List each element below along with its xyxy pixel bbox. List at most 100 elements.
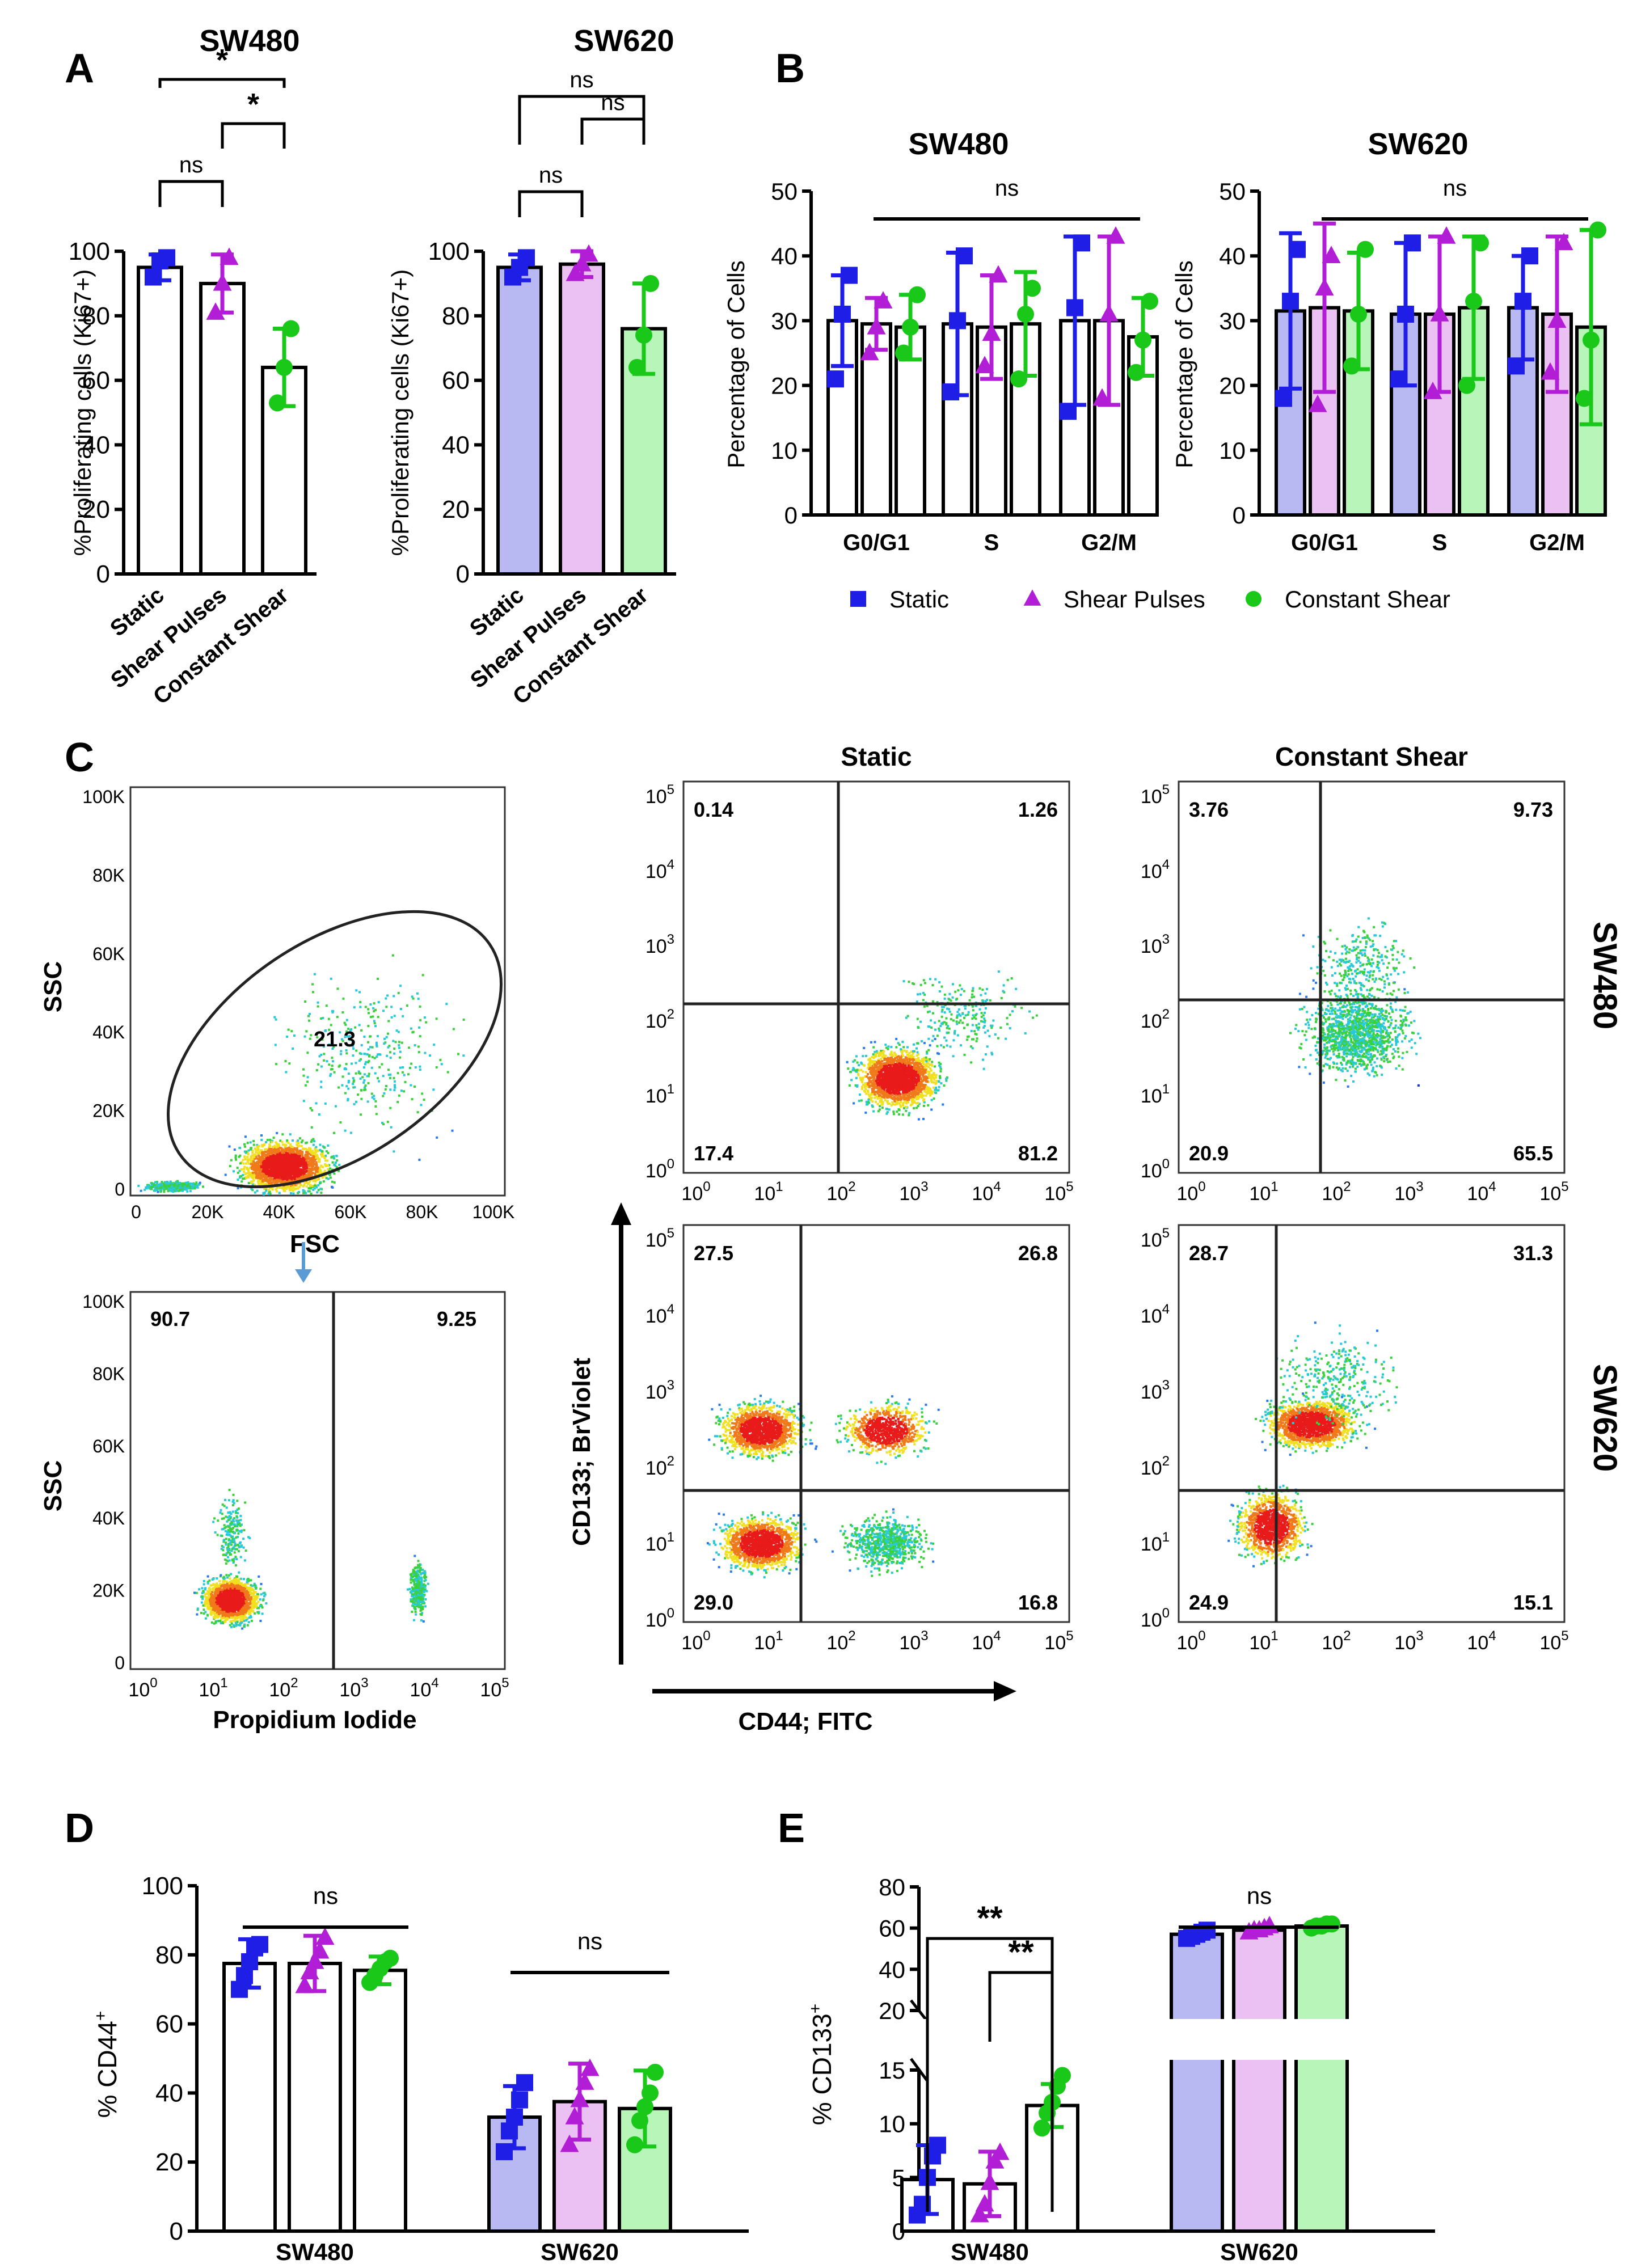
event-dot: [300, 1141, 303, 1144]
event-dot: [374, 1008, 377, 1011]
event-dot: [211, 1591, 214, 1594]
event-dot: [398, 1046, 400, 1049]
bar: [1343, 309, 1374, 517]
x-tick-label: G2/M: [1081, 530, 1137, 555]
data-point: [1024, 280, 1041, 297]
event-dot: [369, 1016, 372, 1019]
event-dot: [424, 1051, 427, 1054]
event-dot: [327, 1168, 330, 1171]
significance-bracket: [158, 180, 224, 207]
event-dot: [311, 1159, 314, 1162]
event-dot: [282, 1172, 285, 1175]
event-dot: [282, 1180, 285, 1183]
chart-title: SW480: [199, 24, 299, 58]
event-dot: [285, 1150, 288, 1152]
event-dot: [255, 1157, 258, 1160]
event-dot: [393, 1150, 395, 1153]
event-dot: [270, 1147, 273, 1150]
data-point: [220, 247, 239, 265]
event-dot: [221, 1600, 224, 1603]
event-dot: [277, 1143, 280, 1146]
event-dot: [302, 1169, 305, 1172]
event-dot: [320, 1065, 323, 1068]
y-tick-label: 40: [1219, 243, 1246, 269]
event-dot: [327, 1152, 330, 1154]
event-dot: [234, 1616, 237, 1619]
event-dot: [244, 1135, 247, 1138]
event-dot: [209, 1584, 212, 1587]
event-dot: [238, 1578, 241, 1581]
data-point: [1060, 403, 1077, 420]
event-dot: [384, 1088, 387, 1091]
event-dot: [283, 1156, 286, 1159]
event-dot: [345, 1019, 348, 1021]
event-dot: [231, 1610, 234, 1612]
plot-frame: [129, 1291, 506, 1670]
event-dot: [220, 1594, 222, 1597]
event-dot: [260, 1166, 263, 1168]
event-dot: [314, 1152, 317, 1155]
event-dot: [339, 1121, 342, 1124]
event-dot: [377, 1001, 380, 1004]
event-dot: [289, 1189, 291, 1192]
event-dot: [306, 1151, 309, 1154]
event-dot: [208, 1579, 211, 1582]
event-dot: [288, 1156, 290, 1159]
event-dot: [389, 1088, 392, 1091]
event-dot: [281, 1150, 284, 1153]
event-dot: [332, 1155, 335, 1158]
event-dot: [269, 1180, 272, 1182]
event-dot: [312, 1165, 315, 1168]
y-tick-label: 60: [442, 367, 470, 395]
event-dot: [315, 1069, 318, 1071]
event-dot: [298, 1165, 301, 1167]
event-dot: [261, 1606, 264, 1609]
event-dot: [369, 1035, 372, 1038]
event-dot: [248, 1588, 250, 1591]
event-dot: [210, 1604, 213, 1607]
data-point: [1521, 247, 1538, 265]
event-dot: [312, 1156, 315, 1159]
event-dot: [243, 1170, 246, 1173]
event-dot: [297, 1169, 300, 1172]
event-dot: [288, 1185, 290, 1188]
event-dot: [210, 1597, 213, 1600]
event-dot: [314, 1179, 317, 1182]
event-dot: [269, 1144, 271, 1147]
event-dot: [310, 1168, 313, 1171]
event-dot: [218, 1612, 221, 1615]
plot-frame: [129, 786, 506, 1197]
event-dot: [401, 1071, 404, 1074]
event-dot: [329, 1074, 332, 1077]
event-dot: [206, 1582, 209, 1585]
event-dot: [347, 1099, 349, 1101]
event-dot: [399, 985, 402, 987]
event-dot: [254, 1171, 256, 1174]
data-point: [1554, 233, 1573, 251]
event-dot: [253, 1156, 256, 1159]
event-dot: [278, 1172, 281, 1175]
event-dot: [307, 1015, 310, 1017]
event-dot: [394, 1086, 396, 1089]
gate-arrowhead: [295, 1269, 312, 1283]
y-tick-label: 20: [442, 496, 470, 523]
event-dot: [250, 1181, 253, 1184]
event-dot: [189, 1190, 192, 1193]
event-dot: [309, 1037, 311, 1040]
event-dot: [238, 1176, 241, 1179]
event-dot: [462, 1054, 465, 1057]
event-dot: [225, 1580, 228, 1583]
event-dot: [292, 1184, 294, 1187]
event-dot: [285, 1177, 288, 1180]
event-dot: [343, 1021, 346, 1024]
event-dot: [213, 1611, 216, 1614]
event-dot: [297, 1139, 299, 1142]
event-dot: [393, 1080, 396, 1083]
panel-a-SW620: SW620%Proliferating cells (Ki67+)0204060…: [387, 24, 676, 709]
event-dot: [326, 1159, 328, 1162]
event-dot: [309, 1180, 311, 1182]
event-dot: [155, 1186, 158, 1189]
event-dot: [416, 992, 419, 995]
legend-label: Constant Shear: [1285, 586, 1450, 613]
event-dot: [242, 1177, 244, 1180]
